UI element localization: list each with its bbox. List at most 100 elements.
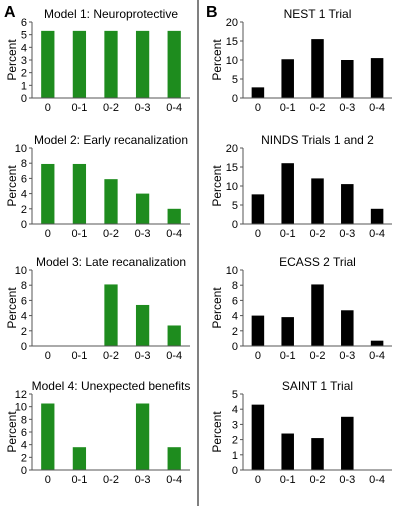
bar-0-1: [281, 317, 294, 346]
bar-0: [41, 163, 55, 224]
y-tick-label: 8: [21, 414, 27, 426]
y-tick-label: 5: [232, 389, 238, 401]
x-tick-label: 0-3: [339, 102, 355, 114]
bar-0-2: [311, 39, 324, 98]
y-tick-label: 3: [21, 55, 27, 67]
y-tick-label: 2: [232, 435, 238, 447]
x-tick-label: 0-4: [166, 228, 182, 240]
y-axis-label: Percent: [5, 287, 19, 329]
bar-0-4: [370, 58, 384, 98]
x-tick-label: 0-4: [369, 474, 385, 486]
x-tick-label: 0: [45, 102, 51, 114]
y-axis-label: Percent: [210, 287, 224, 329]
bar-0-4: [167, 208, 181, 224]
bar-0-4: [167, 447, 181, 470]
x-tick-label: 0-2: [310, 474, 326, 486]
bar-0-2: [311, 284, 324, 346]
y-axis-label: Percent: [5, 411, 19, 453]
y-tick-label: 0: [232, 341, 238, 353]
x-tick-label: 0-2: [310, 102, 326, 114]
x-tick-label: 0-3: [135, 474, 151, 486]
bar-0-3: [341, 310, 354, 346]
x-tick-label: 0-1: [280, 102, 296, 114]
y-tick-label: 10: [15, 402, 27, 414]
chart-title: Model 2: Early recanalization: [34, 133, 188, 147]
y-tick-label: 6: [21, 17, 27, 29]
bar-0-1: [281, 433, 294, 470]
y-tick-label: 0: [21, 93, 27, 105]
y-tick-label: 15: [226, 36, 238, 48]
y-tick-label: 4: [21, 189, 27, 201]
y-tick-label: 4: [21, 440, 27, 452]
y-tick-label: 2: [21, 204, 27, 216]
x-tick-label: 0-1: [280, 228, 296, 240]
y-tick-label: 6: [21, 427, 27, 439]
y-axis-label: Percent: [210, 411, 224, 453]
x-tick-label: 0-3: [339, 228, 355, 240]
panel-letter-b: B: [206, 4, 218, 21]
y-tick-label: 5: [232, 74, 238, 86]
y-axis-label: Percent: [210, 39, 224, 81]
chart-title: ECASS 2 Trial: [279, 255, 356, 269]
y-tick-label: 2: [21, 452, 27, 464]
x-tick-label: 0: [255, 102, 261, 114]
x-tick-label: 0-3: [135, 228, 151, 240]
y-tick-label: 20: [226, 17, 238, 29]
y-tick-label: 10: [226, 55, 238, 67]
y-tick-label: 6: [21, 173, 27, 185]
x-tick-label: 0-2: [103, 102, 119, 114]
y-tick-label: 0: [232, 465, 238, 477]
chart-title: Model 3: Late recanalization: [36, 255, 186, 269]
x-tick-label: 0-1: [71, 350, 87, 362]
x-tick-label: 0: [45, 350, 51, 362]
y-tick-label: 12: [15, 389, 27, 401]
bar-0-3: [135, 193, 150, 224]
x-tick-label: 0-1: [280, 350, 296, 362]
bar-0-3: [341, 184, 354, 224]
bar-0-2: [311, 438, 324, 470]
bar-0-2: [104, 179, 118, 224]
bar-0-3: [341, 60, 354, 98]
x-tick-label: 0: [255, 350, 261, 362]
x-tick-label: 0-3: [339, 474, 355, 486]
y-tick-label: 2: [232, 326, 238, 338]
bar-0-2: [104, 30, 118, 98]
chart-b-4: SAINT 1 Trial Percent 0 0-1 0-2 0-3 0-4 0 1 2 3 4 5: [210, 379, 392, 486]
y-axis-label: Percent: [5, 39, 19, 81]
chart-b-2: NINDS Trials 1 and 2 Percent 0 0-1 0-2 0-3 0-4…: [210, 133, 392, 240]
x-tick-label: 0-1: [71, 474, 87, 486]
chart-title: Model 4: Unexpected benefits: [32, 379, 191, 393]
chart-title: NINDS Trials 1 and 2: [261, 133, 374, 147]
bar-0: [41, 30, 55, 98]
bar-0-3: [135, 403, 150, 470]
x-tick-label: 0-4: [166, 102, 182, 114]
y-axis-label: Percent: [210, 165, 224, 207]
x-tick-label: 0-2: [103, 474, 119, 486]
bar-0-3: [135, 304, 150, 346]
y-tick-label: 4: [232, 311, 238, 323]
x-tick-label: 0-2: [310, 228, 326, 240]
y-tick-label: 20: [226, 143, 238, 155]
x-tick-label: 0-4: [369, 228, 385, 240]
y-tick-label: 15: [226, 162, 238, 174]
x-tick-label: 0-4: [369, 350, 385, 362]
bar-0-2: [311, 178, 324, 224]
bar-0-1: [281, 59, 294, 98]
chart-b-3: ECASS 2 Trial Percent 0 0-1 0-2 0-3 0-4 0 2 4 6 8 10: [210, 255, 392, 362]
y-axis-label: Percent: [5, 165, 19, 207]
y-tick-label: 5: [21, 30, 27, 42]
chart-title: SAINT 1 Trial: [282, 379, 353, 393]
chart-title: NEST 1 Trial: [284, 7, 352, 21]
x-tick-label: 0-1: [71, 228, 87, 240]
y-tick-label: 2: [21, 68, 27, 80]
bar-0-4: [370, 208, 384, 224]
y-tick-label: 3: [232, 419, 238, 431]
x-tick-label: 0: [45, 228, 51, 240]
bar-0-2: [104, 284, 118, 346]
y-tick-label: 10: [15, 265, 27, 277]
y-tick-label: 5: [232, 200, 238, 212]
